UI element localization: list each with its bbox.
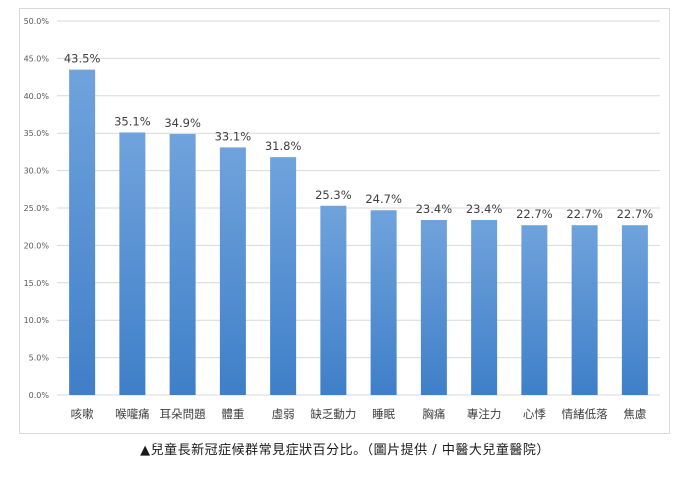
data-label: 31.8% [265, 139, 302, 153]
bar [370, 210, 397, 395]
data-label: 25.3% [315, 188, 352, 202]
bar [119, 132, 146, 395]
bar [69, 69, 96, 396]
x-tick-label: 情緒低落 [562, 407, 608, 421]
data-label: 22.7% [617, 207, 654, 221]
x-tick-label: 焦慮 [623, 407, 646, 421]
bar [621, 225, 648, 395]
y-tick-label: 20.0% [24, 241, 50, 250]
y-tick-label: 35.0% [24, 129, 50, 138]
x-tick-label: 耳朵問題 [160, 407, 206, 421]
y-tick-label: 0.0% [29, 391, 50, 400]
x-tick-label: 胸痛 [422, 407, 445, 421]
x-axis-ticks: 咳嗽 喉嚨痛 耳朵問題 體重 虛弱 缺乏動力 睡眠 胸痛 專注力 心悸 情緒低落 焦慮 [71, 407, 647, 421]
y-tick-label: 15.0% [24, 279, 50, 288]
figure-caption: ▲兒童長新冠症候群常見症狀百分比。（圖片提供 / 中醫大兒童醫院） [140, 443, 550, 458]
data-label: 23.4% [466, 202, 503, 216]
bar [169, 133, 196, 395]
y-tick-label: 50.0% [24, 17, 50, 26]
x-tick-label: 體重 [221, 407, 244, 421]
y-tick-label: 5.0% [29, 354, 50, 363]
bar [471, 219, 498, 395]
x-tick-label: 缺乏動力 [310, 407, 356, 421]
data-label: 23.4% [416, 202, 453, 216]
y-tick-label: 10.0% [24, 316, 50, 325]
data-labels: 43.5% 35.1% 34.9% 33.1% 31.8% 25.3% 24.7% 23.4%… [64, 52, 653, 222]
bar [571, 225, 598, 395]
x-tick-label: 喉嚨痛 [115, 407, 150, 421]
bars [69, 69, 648, 396]
y-tick-label: 40.0% [24, 92, 50, 101]
y-tick-label: 30.0% [24, 167, 50, 176]
data-label: 22.7% [516, 207, 553, 221]
x-tick-label: 專注力 [467, 407, 502, 421]
gridlines [57, 20, 660, 396]
y-axis-ticks: 0.0% 5.0% 10.0% 15.0% 20.0% 25.0% 30.0% 35.0% 40… [24, 17, 50, 400]
bar [320, 205, 347, 395]
data-label: 35.1% [114, 114, 151, 128]
y-tick-label: 45.0% [24, 54, 50, 63]
x-tick-label: 心悸 [523, 407, 546, 421]
x-tick-label: 咳嗽 [71, 407, 94, 421]
data-label: 24.7% [365, 192, 402, 206]
bar [521, 225, 548, 395]
bar [270, 157, 297, 395]
y-tick-label: 25.0% [24, 204, 50, 213]
bar-chart: 0.0% 5.0% 10.0% 15.0% 20.0% 25.0% 30.0% 35.0% 40… [24, 17, 660, 421]
data-label: 22.7% [566, 207, 603, 221]
x-tick-label: 虛弱 [272, 407, 295, 421]
bar [219, 147, 246, 395]
data-label: 43.5% [64, 52, 101, 66]
data-label: 33.1% [215, 129, 252, 143]
x-tick-label: 睡眠 [372, 407, 395, 421]
bar [420, 219, 447, 395]
data-label: 34.9% [164, 116, 201, 130]
